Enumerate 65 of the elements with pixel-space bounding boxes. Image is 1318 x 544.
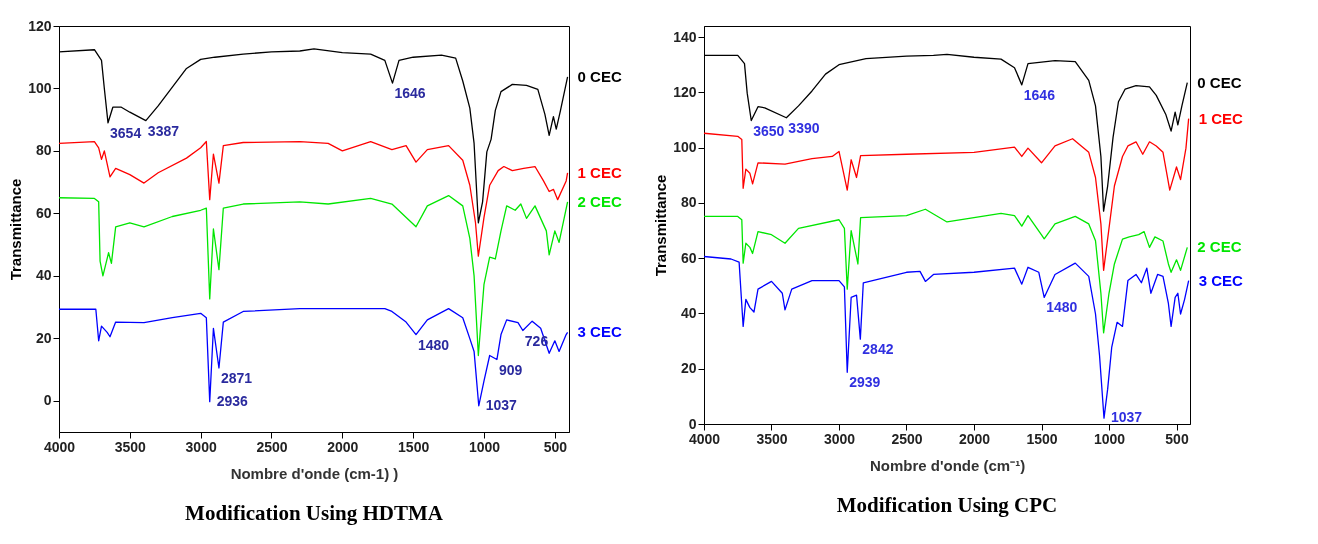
x-tick-label: 1500 — [1026, 430, 1058, 447]
y-tick-label: 100 — [673, 139, 697, 156]
annotation: 1037 — [1111, 409, 1143, 426]
annotation: 2871 — [220, 369, 253, 386]
line-series — [703, 53, 1188, 212]
y-tick-label: 20 — [35, 329, 52, 346]
x-tick-label: 3000 — [185, 438, 217, 455]
line-series — [58, 140, 569, 257]
series-label: 2 CEC — [1197, 238, 1242, 256]
y-tick-label: 100 — [28, 79, 52, 96]
y-tick-label: 120 — [673, 83, 697, 100]
x-tick-label: 500 — [543, 438, 568, 455]
annotation: 2939 — [849, 374, 881, 391]
x-tick-label: 2500 — [891, 430, 923, 447]
y-tick-label: 80 — [680, 194, 697, 211]
x-tick-label: 1000 — [468, 438, 501, 455]
annotation: 3650 — [753, 122, 785, 139]
annotation: 2842 — [862, 341, 894, 358]
x-tick-label: 2000 — [958, 430, 991, 447]
text: Modification Using HDTMA — [185, 501, 444, 525]
annotation: 1646 — [394, 85, 426, 102]
y-tick-label: 80 — [35, 142, 52, 159]
y-tick-label: 140 — [673, 28, 697, 45]
annotation: 2936 — [216, 392, 249, 409]
x-tick-label: 500 — [1165, 430, 1189, 447]
x-axis-title: Nombre d'onde (cm-1) ) — [230, 464, 399, 482]
x-tick-label: 4000 — [688, 430, 721, 447]
series-label: 1 CEC — [1198, 109, 1243, 127]
series-label: 1 CEC — [577, 163, 622, 181]
line-series — [58, 194, 569, 357]
y-tick-label: 120 — [28, 17, 52, 34]
series-label: 2 CEC — [577, 192, 622, 210]
x-tick-label: 1500 — [398, 438, 430, 455]
line-series — [703, 117, 1190, 271]
y-axis-title: Transmittance — [652, 174, 670, 277]
text: Modification Using CPC — [836, 493, 1058, 517]
x-tick-label: 3000 — [823, 430, 856, 447]
series-label: 3 CEC — [1198, 271, 1243, 289]
x-tick-label: 2000 — [327, 438, 359, 455]
x-tick-label: 3500 — [114, 438, 147, 455]
series-label: 0 CEC — [577, 67, 622, 85]
annotation: 1480 — [418, 336, 450, 353]
y-axis-title: Transmittance — [7, 178, 25, 281]
x-tick-label: 4000 — [43, 438, 76, 455]
line-series — [703, 208, 1188, 334]
x-tick-label: 1000 — [1093, 430, 1126, 447]
y-tick-label: 0 — [43, 392, 52, 409]
series-label: 0 CEC — [1197, 73, 1242, 91]
annotation: 1480 — [1046, 299, 1078, 316]
x-axis-title: Nombre d'onde (cm⁻¹) — [869, 456, 1026, 474]
annotation: 1037 — [485, 396, 518, 413]
annotation: 1646 — [1023, 86, 1056, 103]
y-tick-label: 0 — [688, 415, 697, 432]
annotation: 3390 — [788, 119, 820, 136]
annotation: 3387 — [147, 122, 180, 139]
y-tick-label: 40 — [35, 267, 52, 284]
x-tick-label: 3500 — [756, 430, 788, 447]
annotation: 909 — [498, 361, 523, 378]
series-label: 3 CEC — [577, 323, 622, 341]
y-tick-label: 40 — [680, 304, 697, 321]
annotation: 3654 — [110, 124, 142, 141]
y-tick-label: 60 — [35, 204, 52, 221]
y-tick-label: 20 — [680, 360, 697, 377]
y-tick-label: 60 — [680, 249, 697, 266]
x-tick-label: 2500 — [256, 438, 288, 455]
